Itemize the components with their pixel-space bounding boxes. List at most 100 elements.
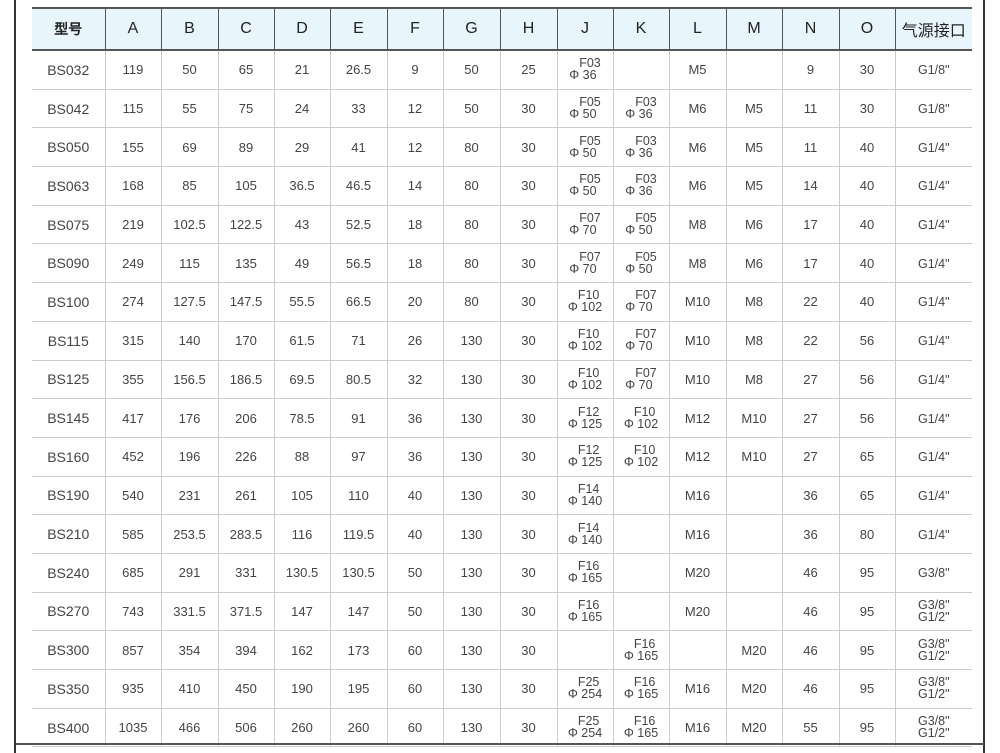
- port-value: G1/4": [917, 527, 950, 542]
- table-cell: BS115: [32, 321, 105, 361]
- table-cell: G1/4": [894, 360, 972, 400]
- table-cell: 61.5: [273, 321, 330, 361]
- table-cell: F05 Φ 50: [612, 205, 669, 245]
- port-value: G3/8": [917, 714, 950, 729]
- table-cell: F10 Φ 102: [556, 360, 613, 400]
- flange-diameter: Φ 36: [569, 68, 597, 83]
- table-cell: 30: [499, 437, 557, 477]
- flange-code: F05: [579, 133, 601, 148]
- table-cell: BS032: [32, 50, 105, 90]
- column-header: B: [160, 7, 218, 51]
- flange-code: F16: [577, 597, 600, 612]
- table-cell: 80: [442, 166, 500, 206]
- table-cell: BS075: [32, 205, 105, 245]
- table-row: BS210 585 253.5 283.5 116 119.5 40 130 30 F14 Φ 14…: [32, 514, 972, 554]
- table-cell: 30: [499, 127, 557, 168]
- flange-diameter: Φ 165: [567, 571, 603, 586]
- port-value: G3/8": [917, 597, 950, 612]
- table-cell: M5: [725, 166, 782, 206]
- table-cell: 130: [442, 669, 500, 709]
- table-cell: F05 Φ 50: [556, 127, 613, 168]
- table-cell: M8: [725, 321, 782, 361]
- table-cell: 88: [273, 437, 330, 477]
- table-cell: 105: [217, 166, 274, 206]
- table-cell: 65: [838, 437, 895, 477]
- table-cell: 115: [160, 243, 218, 284]
- column-header: 型号: [32, 7, 105, 51]
- table-cell: BS300: [32, 630, 105, 670]
- table-cell: 33: [329, 89, 387, 129]
- table-row: BS115 315 140 170 61.5 71 26 130 30 F10 Φ 102 F07 Φ …: [32, 321, 972, 361]
- table-cell: 95: [838, 553, 895, 593]
- flange-code: F07: [635, 365, 657, 380]
- table-cell: 130: [442, 514, 500, 554]
- flange-code: F16: [633, 714, 656, 729]
- table-row: BS400 1035 466 506 260 260 60 130 30 F25 Φ 254 F16 Φ…: [32, 708, 972, 748]
- table-row: BS270 743 331.5 371.5 147 147 50 130 30 F16 Φ 165 M…: [32, 592, 972, 632]
- table-cell: 36: [781, 514, 839, 554]
- table-cell: 50: [386, 553, 443, 593]
- table-cell: 260: [329, 708, 387, 748]
- table-cell: 95: [838, 592, 895, 632]
- table-cell: 66.5: [329, 282, 387, 322]
- table-cell: 80: [442, 243, 500, 284]
- table-cell: 60: [386, 630, 443, 670]
- table-cell: BS400: [32, 708, 105, 748]
- table-cell: 30: [499, 205, 557, 245]
- table-cell: 540: [104, 476, 161, 516]
- table-cell: 29: [273, 127, 330, 168]
- table-cell: 253.5: [160, 514, 218, 554]
- table-cell: 36: [386, 437, 443, 477]
- column-header: G: [442, 7, 500, 51]
- table-cell: F03 Φ 36: [612, 89, 669, 129]
- flange-code: F07: [579, 249, 601, 264]
- table-cell: 26.5: [329, 50, 387, 90]
- table-cell: 190: [273, 669, 330, 709]
- table-cell: 274: [104, 282, 161, 322]
- table-cell: 30: [499, 243, 557, 284]
- table-cell: BS090: [32, 243, 105, 284]
- table-cell: 130: [442, 321, 500, 361]
- table-cell: 30: [499, 553, 557, 593]
- table-row: BS145 417 176 206 78.5 91 36 130 30 F12 Φ 125 F10 Φ …: [32, 398, 972, 438]
- table-cell: [668, 630, 726, 670]
- flange-code: F10: [577, 327, 600, 342]
- table-cell: 206: [217, 398, 274, 438]
- table-cell: 226: [217, 437, 274, 477]
- table-cell: F07 Φ 70: [612, 360, 669, 400]
- table-cell: G3/8" G1/2": [894, 708, 972, 748]
- flange-code: F05: [635, 211, 657, 226]
- table-cell: 122.5: [217, 205, 274, 245]
- table-row: BS090 249 115 135 49 56.5 18 80 30 F07 Φ 70 F05 Φ 50…: [32, 243, 972, 284]
- table-cell: 50: [442, 50, 500, 90]
- flange-diameter: Φ 165: [623, 726, 659, 741]
- table-cell: 30: [499, 476, 557, 516]
- flange-diameter: Φ 70: [569, 223, 597, 238]
- flange-diameter: Φ 125: [567, 455, 603, 470]
- table-cell: 69: [160, 127, 218, 168]
- table-cell: F05 Φ 50: [612, 243, 669, 284]
- table-cell: 56: [838, 321, 895, 361]
- table-cell: 18: [386, 205, 443, 245]
- table-cell: M8: [668, 243, 726, 284]
- table-cell: 30: [838, 50, 895, 90]
- table-cell: 30: [499, 708, 557, 748]
- port-value: G1/4": [917, 256, 950, 271]
- bottom-divider: [16, 743, 984, 745]
- table-cell: M5: [725, 127, 782, 168]
- table-cell: BS160: [32, 437, 105, 477]
- table-cell: 14: [781, 166, 839, 206]
- table-cell: 32: [386, 360, 443, 400]
- flange-diameter: Φ 70: [625, 300, 653, 315]
- table-cell: M20: [725, 630, 782, 670]
- table-cell: 52.5: [329, 205, 387, 245]
- table-cell: F12 Φ 125: [556, 437, 613, 477]
- table-cell: 9: [386, 50, 443, 90]
- table-cell: M20: [668, 553, 726, 593]
- table-cell: 21: [273, 50, 330, 90]
- table-cell: 40: [838, 166, 895, 206]
- port-value: G1/4": [917, 140, 950, 155]
- flange-diameter: Φ 102: [567, 377, 603, 392]
- flange-diameter: Φ 102: [567, 300, 603, 315]
- table-cell: 97: [329, 437, 387, 477]
